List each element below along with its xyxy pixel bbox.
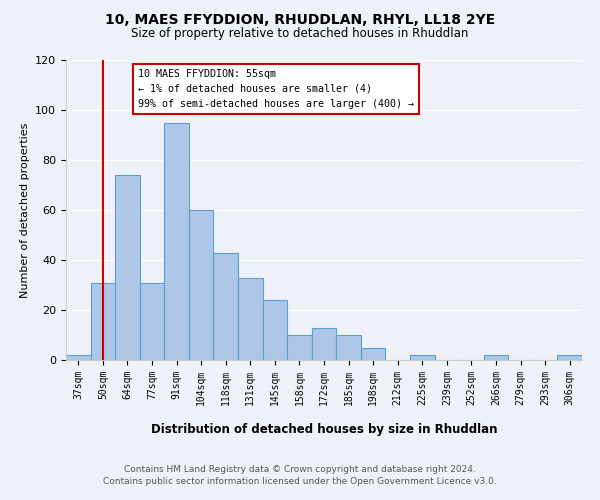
Y-axis label: Number of detached properties: Number of detached properties	[20, 122, 29, 298]
Text: 10 MAES FFYDDION: 55sqm
← 1% of detached houses are smaller (4)
99% of semi-deta: 10 MAES FFYDDION: 55sqm ← 1% of detached…	[138, 69, 414, 108]
Text: Contains HM Land Registry data © Crown copyright and database right 2024.: Contains HM Land Registry data © Crown c…	[124, 465, 476, 474]
Bar	[484, 355, 508, 360]
Text: Distribution of detached houses by size in Rhuddlan: Distribution of detached houses by size …	[151, 422, 497, 436]
Text: Size of property relative to detached houses in Rhuddlan: Size of property relative to detached ho…	[131, 28, 469, 40]
Bar	[263, 300, 287, 360]
Bar	[214, 252, 238, 360]
Bar	[410, 355, 434, 360]
Bar	[189, 210, 214, 360]
Bar	[287, 335, 312, 360]
Bar	[66, 355, 91, 360]
Bar	[238, 278, 263, 360]
Bar	[115, 175, 140, 360]
Bar	[361, 348, 385, 360]
Bar	[140, 282, 164, 360]
Bar	[312, 328, 336, 360]
Text: Contains public sector information licensed under the Open Government Licence v3: Contains public sector information licen…	[103, 478, 497, 486]
Text: 10, MAES FFYDDION, RHUDDLAN, RHYL, LL18 2YE: 10, MAES FFYDDION, RHUDDLAN, RHYL, LL18 …	[105, 12, 495, 26]
Bar	[557, 355, 582, 360]
Bar	[91, 282, 115, 360]
Bar	[336, 335, 361, 360]
Bar	[164, 122, 189, 360]
